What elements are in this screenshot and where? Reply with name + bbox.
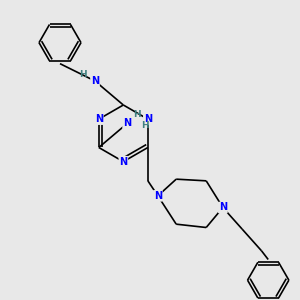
Text: N: N bbox=[95, 114, 103, 124]
Text: N: N bbox=[119, 157, 128, 167]
Text: N: N bbox=[123, 118, 131, 128]
Text: N: N bbox=[144, 114, 152, 124]
Text: N: N bbox=[154, 191, 162, 201]
Text: N: N bbox=[91, 76, 99, 86]
Text: H: H bbox=[133, 110, 141, 119]
Text: H: H bbox=[141, 121, 148, 130]
Text: N: N bbox=[219, 202, 227, 212]
Text: H: H bbox=[79, 70, 87, 80]
